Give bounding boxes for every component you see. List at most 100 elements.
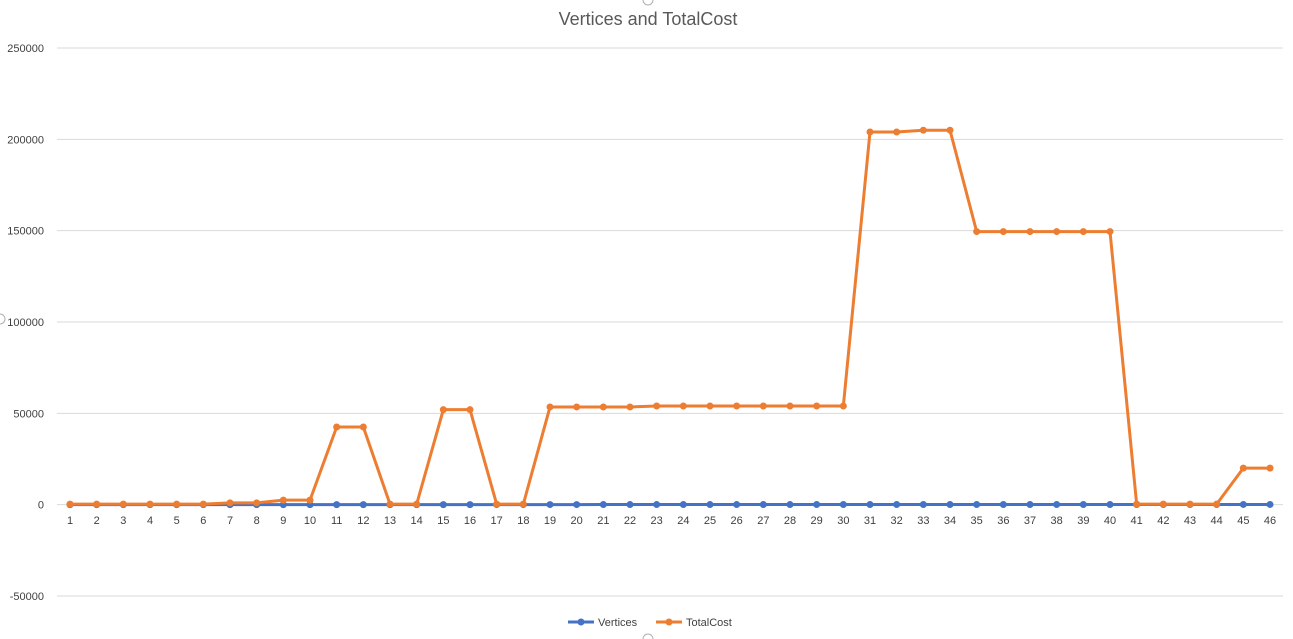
- x-tick-label: 5: [174, 515, 180, 527]
- vertices-point: [813, 501, 821, 509]
- x-tick-label: 2: [94, 515, 100, 527]
- vertices-point: [679, 501, 687, 509]
- x-tick-label: 27: [757, 515, 769, 527]
- x-tick-label: 23: [651, 515, 663, 527]
- vertices-point: [573, 501, 581, 509]
- totalcost-point: [786, 402, 794, 410]
- y-tick-label: 250000: [7, 43, 44, 55]
- vertices-point: [733, 501, 741, 509]
- totalcost-point: [599, 403, 607, 411]
- vertices-point: [546, 501, 554, 509]
- legend-label: Vertices: [598, 617, 638, 629]
- totalcost-point: [279, 496, 287, 504]
- x-tick-label: 28: [784, 515, 796, 527]
- vertices-point: [893, 501, 901, 509]
- vertices-point: [866, 501, 874, 509]
- totalcost-point: [1159, 500, 1167, 508]
- x-tick-label: 35: [971, 515, 983, 527]
- chart-resize-handles[interactable]: [0, 0, 654, 639]
- vertices-point: [439, 501, 447, 509]
- vertices-point: [1026, 500, 1034, 508]
- totalcost-point: [66, 500, 74, 508]
- x-tick-label: 6: [200, 515, 206, 527]
- vertices-point: [706, 501, 714, 509]
- totalcost-point: [146, 500, 154, 508]
- vertices-point: [626, 501, 634, 509]
- totalcost-point: [626, 403, 634, 411]
- totalcost-point: [706, 402, 714, 410]
- x-tick-label: 16: [464, 515, 476, 527]
- vertices-point: [786, 501, 794, 509]
- totalcost-point: [173, 500, 181, 508]
- totalcost-point: [893, 128, 901, 136]
- x-tick-label: 25: [704, 515, 716, 527]
- legend-item-vertices: Vertices: [568, 617, 638, 629]
- vertices-point: [653, 501, 661, 509]
- x-tick-label: 30: [837, 515, 849, 527]
- totalcost-point: [1186, 500, 1194, 508]
- totalcost-point: [413, 500, 421, 508]
- vertices-point: [946, 501, 954, 509]
- totalcost-point: [359, 423, 367, 431]
- totalcost-point: [679, 402, 687, 410]
- x-tick-label: 10: [304, 515, 316, 527]
- totalcost-point: [546, 403, 554, 411]
- resize-handle[interactable]: [642, 633, 654, 639]
- totalcost-point: [866, 128, 874, 136]
- x-tick-label: 32: [891, 515, 903, 527]
- totalcost-point: [333, 423, 341, 431]
- legend-swatch-marker: [577, 618, 585, 626]
- totalcost-point: [386, 500, 394, 508]
- x-tick-label: 7: [227, 515, 233, 527]
- x-tick-label: 33: [917, 515, 929, 527]
- y-axis-tick-labels: -50000 0 50000 100000 150000 200000 250000: [7, 43, 44, 603]
- x-tick-label: 18: [517, 515, 529, 527]
- totalcost-point: [813, 402, 821, 410]
- x-tick-label: 41: [1131, 515, 1143, 527]
- chart-title: Vertices and TotalCost: [559, 9, 738, 29]
- series-totalcost: [66, 126, 1274, 508]
- x-tick-label: 15: [437, 515, 449, 527]
- totalcost-point: [306, 496, 314, 504]
- totalcost-point: [653, 402, 661, 410]
- x-tick-label: 20: [571, 515, 583, 527]
- totalcost-point: [1106, 228, 1114, 236]
- totalcost-point: [199, 500, 207, 508]
- y-tick-label: 150000: [7, 226, 44, 238]
- vertices-point: [839, 501, 847, 509]
- resize-handle[interactable]: [0, 313, 6, 325]
- vertices-point: [599, 501, 607, 509]
- totalcost-point: [226, 499, 234, 507]
- vertices-point: [359, 501, 367, 509]
- y-tick-label: 50000: [13, 408, 44, 420]
- totalcost-point: [466, 406, 474, 414]
- x-tick-label: 21: [597, 515, 609, 527]
- x-tick-label: 3: [120, 515, 126, 527]
- resize-handle[interactable]: [642, 0, 654, 6]
- x-tick-label: 37: [1024, 515, 1036, 527]
- y-tick-label: 100000: [7, 317, 44, 329]
- x-tick-label: 29: [811, 515, 823, 527]
- x-tick-label: 34: [944, 515, 956, 527]
- x-tick-label: 36: [997, 515, 1009, 527]
- vertices-point: [1266, 500, 1274, 508]
- totalcost-point: [253, 499, 261, 507]
- x-tick-label: 39: [1077, 515, 1089, 527]
- vertices-point: [1239, 500, 1247, 508]
- x-tick-label: 4: [147, 515, 153, 527]
- x-tick-label: 38: [1051, 515, 1063, 527]
- totalcost-point: [1213, 500, 1221, 508]
- vertices-point: [333, 501, 341, 509]
- totalcost-point: [839, 402, 847, 410]
- y-tick-label: -50000: [10, 591, 44, 603]
- totalcost-point: [999, 228, 1007, 236]
- vertices-point: [919, 501, 927, 509]
- x-tick-label: 40: [1104, 515, 1116, 527]
- vertices-point: [1053, 500, 1061, 508]
- x-axis-tick-labels: 1 2 3 4 5 6 7 8 9 10 11 12 13 14 15 16 17 18 19 20 21 22 23 24 2…: [67, 515, 1276, 527]
- totalcost-point: [919, 126, 927, 134]
- x-tick-label: 11: [331, 515, 342, 527]
- x-tick-label: 43: [1184, 515, 1196, 527]
- totalcost-point: [733, 402, 741, 410]
